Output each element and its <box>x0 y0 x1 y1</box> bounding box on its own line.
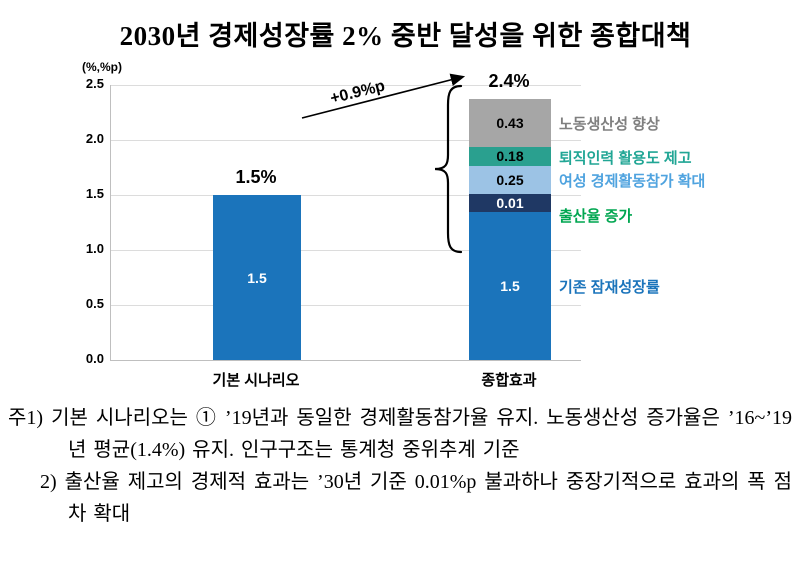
bar-total-label: 1.5% <box>235 167 277 187</box>
footnote-2-prefix: 2) <box>40 471 57 493</box>
x-axis-category-label: 종합효과 <box>481 372 537 389</box>
segment-value-label: 0.01 <box>496 194 524 211</box>
axis-unit-label: (%,%p) <box>82 60 122 74</box>
footnote-2: 2) 출산율 제고의 경제적 효과는 ’30년 기준 0.01%p 불과하나 중… <box>8 466 792 530</box>
bar-segment: 1.5 <box>213 195 301 360</box>
bar-segment: 0.43 <box>469 99 551 147</box>
segment-name-label: 노동생산성 향상 <box>559 115 660 133</box>
bar-total-label: 2.4% <box>488 71 530 92</box>
segment-value-label: 1.5 <box>247 269 267 286</box>
bar-segment: 0.01 <box>469 193 551 212</box>
footnote-2-text: 출산율 제고의 경제적 효과는 ’30년 기준 0.01%p 불과하나 중장기적… <box>64 471 792 525</box>
segment-value-label: 1.5 <box>500 277 520 294</box>
gridline <box>111 305 581 306</box>
x-axis-category-label: 기본 시나리오 <box>212 372 300 389</box>
segment-value-label: 0.43 <box>496 114 524 131</box>
footnote-1-prefix: 주1) <box>8 407 44 429</box>
segment-value-label: 0.25 <box>496 172 524 189</box>
gridline <box>111 195 581 196</box>
footnote-1: 주1) 기본 시나리오는 ① ’19년과 동일한 경제활동참가율 유지. 노동생… <box>8 402 792 466</box>
plot: 1.5 1.5 0.01 0.25 0.18 0.43 <box>110 85 581 361</box>
y-axis-tick-label: 0.0 <box>85 351 104 366</box>
chart-title: 2030년 경제성장률 2% 중반 달성을 위한 종합대책 <box>119 21 692 51</box>
y-axis-tick-label: 2.5 <box>85 76 104 91</box>
y-axis-tick-label: 1.0 <box>85 241 104 256</box>
figure: (%,%p) 1.5 1.5 0.01 0.25 0.18 0.43 +0.9%p 0.0… <box>0 52 811 402</box>
bar-segment: 1.5 <box>469 211 551 360</box>
segment-value-label: 0.18 <box>496 148 524 165</box>
gridline <box>111 140 581 141</box>
segment-name-label: 기존 잠재성장률 <box>559 278 660 296</box>
footnotes: 주1) 기본 시나리오는 ① ’19년과 동일한 경제활동참가율 유지. 노동생… <box>8 402 792 530</box>
y-axis-tick-label: 2.0 <box>85 131 104 146</box>
segment-name-label: 출산율 증가 <box>559 207 633 225</box>
bar-segment: 0.25 <box>469 166 551 194</box>
y-axis-tick-label: 1.5 <box>85 186 104 201</box>
gridline <box>111 250 581 251</box>
y-axis-tick-label: 0.5 <box>85 296 104 311</box>
footnote-1-text: 기본 시나리오는 ① ’19년과 동일한 경제활동참가율 유지. 노동생산성 증… <box>51 407 792 461</box>
segment-name-label: 퇴직인력 활용도 제고 <box>559 149 692 167</box>
bar-segment: 0.18 <box>469 146 551 167</box>
segment-name-label: 여성 경제활동참가 확대 <box>559 173 706 191</box>
